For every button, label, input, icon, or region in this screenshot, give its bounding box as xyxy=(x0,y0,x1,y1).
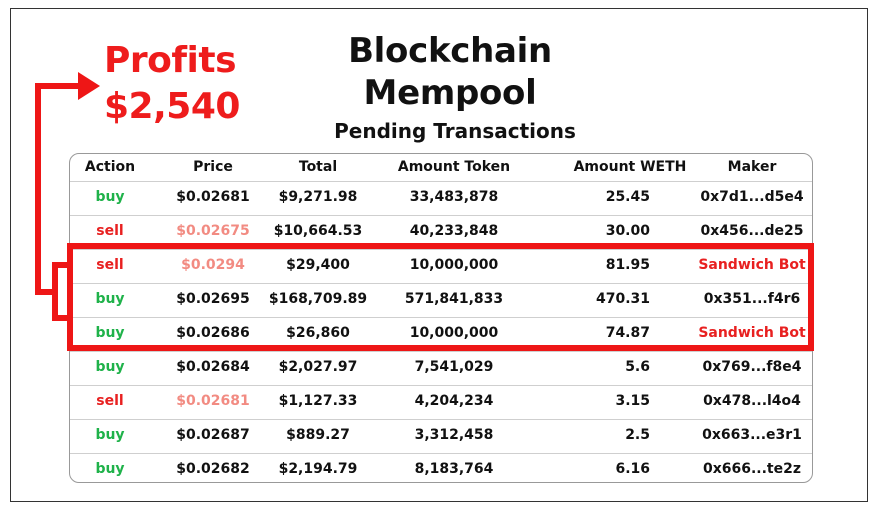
header-amount-weth: Amount WETH xyxy=(573,159,687,175)
cell-maker: 0x351...f4r6 xyxy=(703,291,801,307)
table-row: buy $0.02686 $26,860 10,000,000 74.87 Sandwic… xyxy=(70,318,812,352)
table-header-row: Action Price Total Amount Token Amount W… xyxy=(70,154,812,182)
cell-amount-weth: 74.87 xyxy=(605,325,650,341)
cell-total: $889.27 xyxy=(286,427,350,443)
cell-action: sell xyxy=(96,257,124,273)
cell-maker: 0x478...l4o4 xyxy=(703,393,801,409)
header-total: Total xyxy=(298,159,338,175)
cell-maker: 0x7d1...d5e4 xyxy=(700,189,804,205)
title-line-1: Blockchain xyxy=(348,31,552,71)
table-row: buy $0.02687 $889.27 3,312,458 2.5 0x663...e3… xyxy=(70,420,812,454)
table-row: sell $0.02681 $1,127.33 4,204,234 3.15 0x478.… xyxy=(70,386,812,420)
cell-action: sell xyxy=(96,393,124,409)
header-price: Price xyxy=(193,159,233,175)
cell-price: $0.02684 xyxy=(176,359,250,375)
table-row: buy $0.02684 $2,027.97 7,541,029 5.6 0x769...… xyxy=(70,352,812,386)
cell-amount-weth: 30.00 xyxy=(605,223,650,239)
cell-amount-weth: 470.31 xyxy=(595,291,650,307)
cell-maker: Sandwich Bot xyxy=(698,325,806,341)
cell-amount-weth: 25.45 xyxy=(605,189,650,205)
table-row: buy $0.02681 $9,271.98 33,483,878 25.45 0x7d1… xyxy=(70,182,812,216)
cell-total: $2,194.79 xyxy=(278,461,358,477)
cell-amount-token: 8,183,764 xyxy=(414,461,494,477)
cell-maker: Sandwich Bot xyxy=(698,257,806,273)
cell-action: buy xyxy=(95,359,125,375)
cell-amount-token: 40,233,848 xyxy=(409,223,499,239)
cell-action: buy xyxy=(95,325,125,341)
cell-price: $0.02681 xyxy=(176,393,250,409)
cell-amount-token: 3,312,458 xyxy=(414,427,494,443)
header-amount-token: Amount Token xyxy=(397,159,511,175)
cell-total: $1,127.33 xyxy=(278,393,358,409)
cell-amount-token: 10,000,000 xyxy=(409,257,499,273)
cell-total: $10,664.53 xyxy=(273,223,363,239)
table-row: buy $0.02695 $168,709.89 571,841,833 470.31 0… xyxy=(70,284,812,318)
cell-total: $26,860 xyxy=(286,325,350,341)
page-title: Blockchain Mempool xyxy=(300,30,600,114)
cell-price: $0.0294 xyxy=(181,257,245,273)
cell-price: $0.02687 xyxy=(176,427,250,443)
cell-amount-weth: 3.15 xyxy=(615,393,650,409)
cell-price: $0.02686 xyxy=(176,325,250,341)
cell-action: buy xyxy=(95,189,125,205)
table-row: sell $0.02675 $10,664.53 40,233,848 30.00 0x4… xyxy=(70,216,812,250)
cell-action: buy xyxy=(95,427,125,443)
cell-price: $0.02682 xyxy=(176,461,250,477)
table-row: sell $0.0294 $29,400 10,000,000 81.95 Sandwic… xyxy=(70,250,812,284)
cell-maker: 0x456...de25 xyxy=(700,223,804,239)
cell-amount-token: 33,483,878 xyxy=(409,189,499,205)
cell-maker: 0x666...te2z xyxy=(702,461,802,477)
cell-amount-token: 10,000,000 xyxy=(409,325,499,341)
cell-amount-token: 571,841,833 xyxy=(404,291,504,307)
cell-amount-weth: 2.5 xyxy=(625,427,650,443)
cell-amount-weth: 81.95 xyxy=(605,257,650,273)
cell-price: $0.02675 xyxy=(176,223,250,239)
header-maker: Maker xyxy=(727,159,777,175)
cell-price: $0.02681 xyxy=(176,189,250,205)
diagram-frame xyxy=(10,8,868,502)
cell-action: buy xyxy=(95,461,125,477)
page-subtitle: Pending Transactions xyxy=(334,119,576,143)
cell-action: buy xyxy=(95,291,125,307)
cell-total: $29,400 xyxy=(286,257,350,273)
cell-amount-weth: 5.6 xyxy=(625,359,650,375)
cell-amount-token: 4,204,234 xyxy=(414,393,494,409)
cell-total: $9,271.98 xyxy=(278,189,358,205)
cell-total: $168,709.89 xyxy=(268,291,368,307)
profits-title: Profits xyxy=(104,40,237,81)
cell-price: $0.02695 xyxy=(176,291,250,307)
title-line-2: Mempool xyxy=(363,73,537,113)
table-row: buy $0.02682 $2,194.79 8,183,764 6.16 0x666..… xyxy=(70,454,812,488)
cell-total: $2,027.97 xyxy=(278,359,358,375)
profits-amount: $2,540 xyxy=(104,86,240,127)
cell-maker: 0x663...e3r1 xyxy=(702,427,802,443)
cell-maker: 0x769...f8e4 xyxy=(702,359,802,375)
profits-label: Profits $2,540 xyxy=(104,38,254,130)
cell-action: sell xyxy=(96,223,124,239)
cell-amount-weth: 6.16 xyxy=(615,461,650,477)
cell-amount-token: 7,541,029 xyxy=(414,359,494,375)
header-action: Action xyxy=(84,159,136,175)
